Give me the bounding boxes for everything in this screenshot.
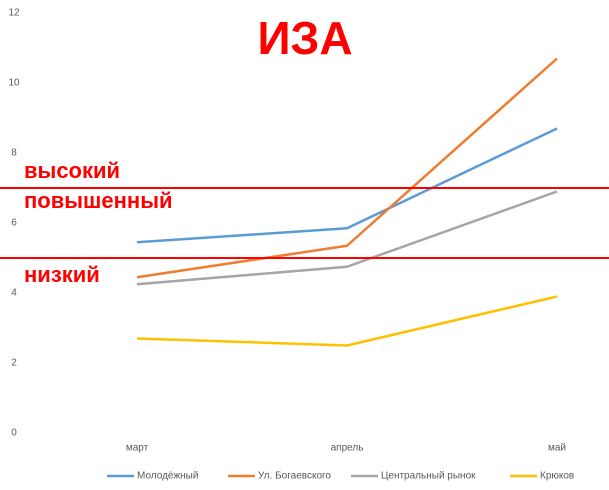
y-tick-label: 0 bbox=[11, 428, 17, 439]
annotation: повышенный bbox=[24, 188, 173, 213]
legend-label: Центральный рынок bbox=[381, 471, 476, 482]
y-tick-label: 6 bbox=[11, 218, 17, 229]
y-tick-label: 12 bbox=[8, 8, 20, 19]
legend-label: Крюков bbox=[540, 471, 574, 482]
x-tick-label: апрель bbox=[331, 443, 364, 454]
y-tick-label: 4 bbox=[11, 288, 17, 299]
series-line bbox=[136, 295, 558, 347]
legend-label: Ул. Богаевского bbox=[258, 471, 331, 482]
legend-label: Молодёжный bbox=[137, 471, 198, 482]
series-line bbox=[136, 127, 558, 244]
y-tick-label: 10 bbox=[8, 78, 20, 89]
chart-title: ИЗА bbox=[257, 12, 352, 64]
annotation: низкий bbox=[24, 262, 100, 287]
series-line bbox=[136, 57, 558, 279]
annotation: высокий bbox=[24, 158, 120, 183]
x-tick-label: март bbox=[126, 443, 149, 454]
series-line bbox=[136, 190, 558, 286]
y-tick-label: 8 bbox=[11, 148, 17, 159]
y-tick-label: 2 bbox=[11, 358, 17, 369]
x-tick-label: май bbox=[548, 443, 566, 454]
